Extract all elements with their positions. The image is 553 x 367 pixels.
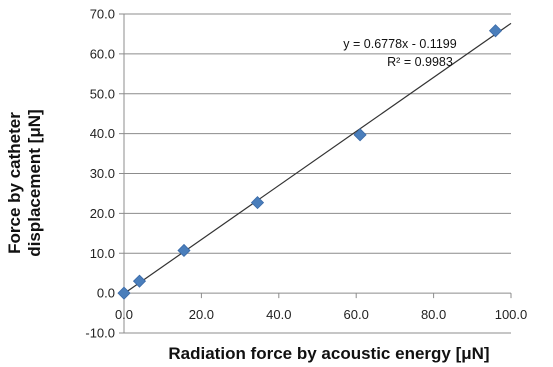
data-points [117, 24, 503, 300]
x-tick-label: 0.0 [115, 307, 133, 322]
trendline-equation: y = 0.6778x - 0.1199 [343, 37, 456, 51]
y-tick-label: 70.0 [90, 7, 115, 22]
grid-lines [124, 13, 511, 334]
axes [119, 13, 512, 334]
x-tick-label: 20.0 [189, 307, 214, 322]
y-tick-label: 30.0 [90, 166, 115, 181]
y-tick-label: 60.0 [90, 46, 115, 61]
y-tick-label: 20.0 [90, 206, 115, 221]
data-point [177, 243, 191, 258]
y-tick-label: 10.0 [90, 246, 115, 261]
x-tick-label: 100.0 [495, 307, 528, 322]
data-point [250, 196, 265, 210]
y-tick-label: 0.0 [97, 286, 115, 301]
x-tick-label: 80.0 [421, 307, 446, 322]
y-axis-title-line-1: Force by catheter [5, 112, 24, 254]
y-tick-label: -10.0 [85, 326, 115, 341]
tick-labels: -10.00.010.020.030.040.050.060.070.00.0 2… [85, 7, 527, 341]
x-tick-label: 40.0 [266, 307, 291, 322]
r-squared-label: R² = 0.9983 [387, 55, 453, 69]
y-axis-title-line-2: displacement [μN] [25, 109, 44, 256]
data-point [488, 24, 503, 38]
data-point [132, 274, 147, 288]
data-point [117, 286, 131, 300]
y-tick-label: 40.0 [90, 126, 115, 141]
x-axis-title: Radiation force by acoustic energy [μN] [168, 344, 489, 363]
y-tick-label: 50.0 [90, 86, 115, 101]
data-point [353, 128, 367, 142]
x-tick-label: 60.0 [344, 307, 369, 322]
y-axis-title-group: Force by catheter displacement [μN] [5, 109, 44, 256]
